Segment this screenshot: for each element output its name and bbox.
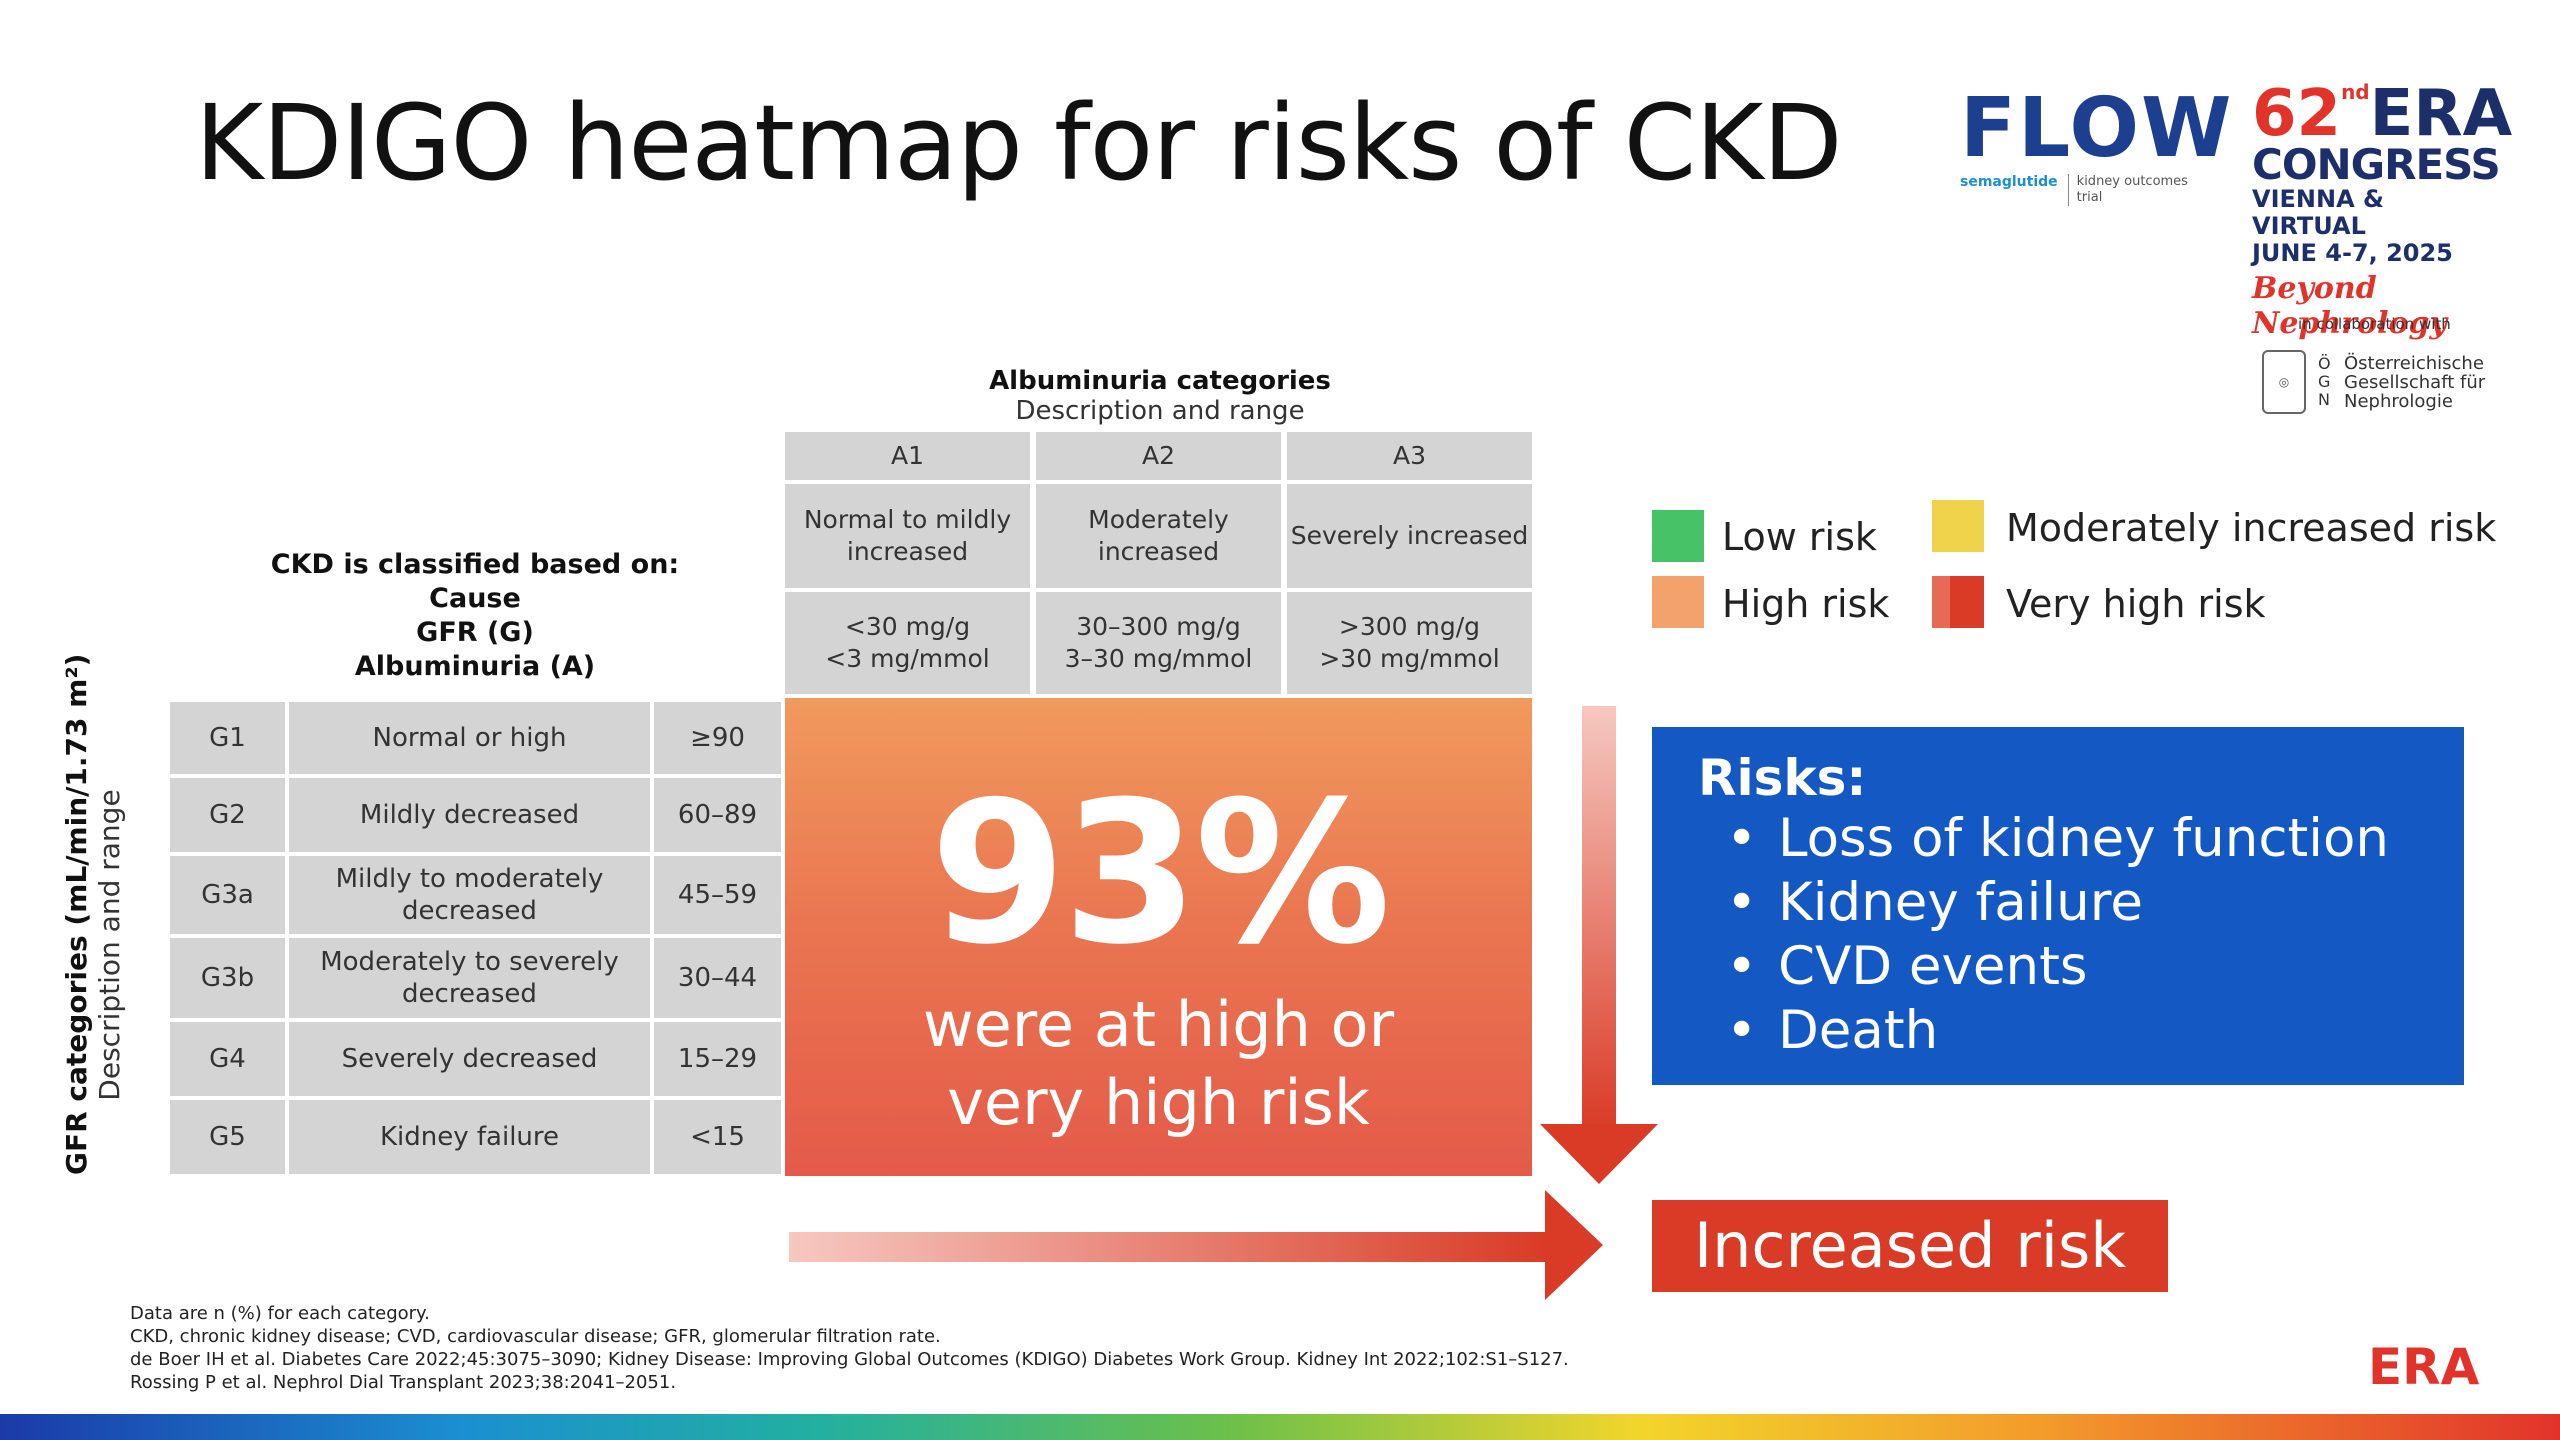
footnote-line: CKD, chronic kidney disease; CVD, cardio… xyxy=(130,1326,941,1347)
gfr-range-g1: ≥90 xyxy=(654,702,781,774)
footnote-line: Rossing P et al. Nephrol Dial Transplant… xyxy=(130,1372,677,1393)
risks-box: Risks: Loss of kidney function Kidney fa… xyxy=(1652,727,2464,1085)
heatmap-risk-block: 93% were at high or very high risk xyxy=(785,698,1532,1176)
albuminuria-desc-a2: Moderately increased xyxy=(1036,484,1281,588)
classified-line2: Cause xyxy=(429,583,521,614)
legend-low-label: Low risk xyxy=(1722,515,1877,559)
gfr-label: GFR categories (mL/min/1.73 m²) xyxy=(60,653,93,1175)
era-small-logo: ERA xyxy=(2368,1338,2480,1396)
legend-high-label: High risk xyxy=(1722,582,1890,626)
range-a2-line1: 30–300 mg/g xyxy=(1076,612,1241,641)
gfr-range-g2: 60–89 xyxy=(654,778,781,852)
classified-line4: Albuminuria (A) xyxy=(354,651,596,682)
legend-swatch-low xyxy=(1652,510,1704,562)
range-a2-line2: 3–30 mg/mmol xyxy=(1064,644,1253,673)
gfr-desc-g2: Mildly decreased xyxy=(289,778,650,852)
gfr-code-g2: G2 xyxy=(170,778,285,852)
legend-swatch-moderate xyxy=(1932,500,1984,552)
albuminuria-range-a2: 30–300 mg/g 3–30 mg/mmol xyxy=(1036,592,1281,694)
risk-caption-line1: were at high or xyxy=(922,988,1395,1061)
range-a1-line2: <3 mg/mmol xyxy=(825,644,990,673)
legend-very-high-label: Very high risk xyxy=(2006,582,2266,626)
gfr-code-g5: G5 xyxy=(170,1100,285,1174)
gfr-range-g4: 15–29 xyxy=(654,1022,781,1096)
slide-title: KDIGO heatmap for risks of CKD xyxy=(195,82,1843,204)
classified-line3: GFR (G) xyxy=(416,617,534,648)
risk-item: CVD events xyxy=(1726,935,2464,999)
risk-percentage: 93% xyxy=(929,760,1391,988)
risk-item: Kidney failure xyxy=(1726,871,2464,935)
gfr-code-g4: G4 xyxy=(170,1022,285,1096)
footnote-line: de Boer IH et al. Diabetes Care 2022;45:… xyxy=(130,1349,1569,1370)
gfr-desc-g1: Normal or high xyxy=(289,702,650,774)
gfr-code-g3a: G3a xyxy=(170,856,285,934)
flow-logo-sub2: kidney outcomes trial xyxy=(2067,174,2205,206)
gfr-range-g5: <15 xyxy=(654,1100,781,1174)
legend-swatch-very-high xyxy=(1932,576,1984,628)
legend-moderate-label: Moderately increased risk xyxy=(2006,506,2497,550)
era-congress: CONGRESS xyxy=(2252,140,2501,189)
risk-caption-line2: very high risk xyxy=(947,1066,1370,1139)
era-sup: nd xyxy=(2341,80,2370,104)
flow-logo-word: FLOW xyxy=(1960,81,2234,176)
albuminuria-header: Albuminuria categories Description and r… xyxy=(785,366,1535,426)
ogn-text: Österreichische Gesellschaft für Nephrol… xyxy=(2344,352,2486,412)
ckd-classification-note: CKD is classified based on: Cause GFR (G… xyxy=(235,548,715,684)
range-a1-line1: <30 mg/g xyxy=(844,612,971,641)
range-a3-line1: >300 mg/g xyxy=(1338,612,1481,641)
ogn-logo: ◎ Ö G N Österreichische Gesellschaft für… xyxy=(2262,350,2494,414)
gfr-range-g3b: 30–44 xyxy=(654,938,781,1018)
gfr-code-g1: G1 xyxy=(170,702,285,774)
footnote-line: Data are n (%) for each category. xyxy=(130,1303,430,1324)
gfr-desc-g3b: Moderately to severely decreased xyxy=(289,938,650,1018)
risk-item: Loss of kidney function xyxy=(1726,807,2464,871)
era-city: VIENNA & VIRTUAL xyxy=(2252,185,2384,240)
era-dates: JUNE 4-7, 2025 xyxy=(2252,239,2453,267)
era-congress-logo: 62ndERA CONGRESS VIENNA & VIRTUAL JUNE 4… xyxy=(2252,80,2512,341)
classified-line1: CKD is classified based on: xyxy=(270,549,680,580)
right-arrow-icon xyxy=(789,1190,1603,1300)
gfr-sublabel: Description and range xyxy=(93,789,126,1101)
albuminuria-code-a3: A3 xyxy=(1287,432,1532,480)
footnotes: Data are n (%) for each category. CKD, c… xyxy=(130,1302,1569,1394)
albuminuria-desc-a3: Severely increased xyxy=(1287,484,1532,588)
era-word: ERA xyxy=(2369,77,2513,151)
risks-heading: Risks: xyxy=(1698,749,1867,807)
gfr-desc-g5: Kidney failure xyxy=(289,1100,650,1174)
albuminuria-range-a1: <30 mg/g <3 mg/mmol xyxy=(785,592,1030,694)
flow-logo: FLOW semaglutide kidney outcomes trial xyxy=(1960,81,2234,206)
gfr-range-g3a: 45–59 xyxy=(654,856,781,934)
albuminuria-subtitle: Description and range xyxy=(1015,396,1305,426)
gfr-desc-g3a: Mildly to moderately decreased xyxy=(289,856,650,934)
increased-risk-label: Increased risk xyxy=(1652,1200,2168,1292)
albuminuria-code-a2: A2 xyxy=(1036,432,1281,480)
gfr-desc-g4: Severely decreased xyxy=(289,1022,650,1096)
era-number: 62 xyxy=(2252,77,2342,151)
ogn-mark-icon: ◎ xyxy=(2262,350,2306,414)
gfr-code-g3b: G3b xyxy=(170,938,285,1018)
collab-text: in collaboration with xyxy=(2298,315,2451,333)
albuminuria-desc-a1: Normal to mildly increased xyxy=(785,484,1030,588)
era-tagline: Beyond Nephrology xyxy=(2252,271,2447,341)
ogn-letters: Ö G N xyxy=(2318,354,2331,409)
albuminuria-code-a1: A1 xyxy=(785,432,1030,480)
risk-item: Death xyxy=(1726,999,2464,1063)
albuminuria-title: Albuminuria categories xyxy=(989,366,1331,396)
legend-swatch-high xyxy=(1652,576,1704,628)
gfr-axis-label: GFR categories (mL/min/1.73 m²) Descript… xyxy=(60,653,126,1175)
albuminuria-range-a3: >300 mg/g >30 mg/mmol xyxy=(1287,592,1532,694)
down-arrow-icon xyxy=(1540,706,1658,1184)
flow-logo-sub1: semaglutide xyxy=(1960,174,2058,190)
rainbow-bar xyxy=(0,1414,2560,1440)
range-a3-line2: >30 mg/mmol xyxy=(1319,644,1500,673)
